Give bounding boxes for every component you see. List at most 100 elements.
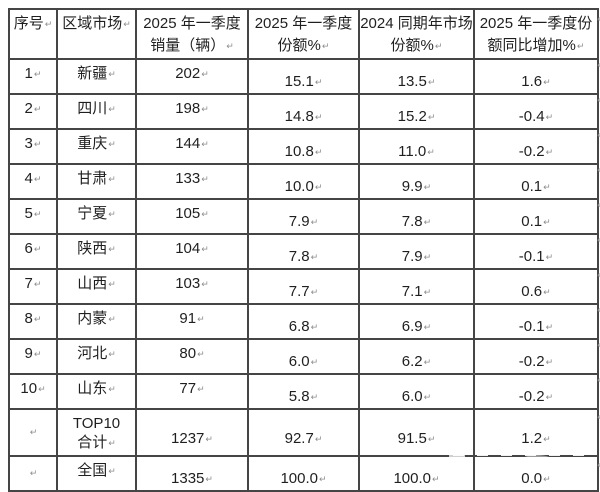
cell-region: 重庆↵ — [56, 128, 137, 165]
cell-region: TOP10 合计↵ — [56, 408, 137, 457]
cell-share2025: 7.7↵ — [247, 268, 360, 305]
cell-change: -0.2↵ — [473, 373, 599, 410]
cell-share2024: 6.2↵ — [358, 338, 475, 375]
row-end-mark: ↵ — [597, 305, 600, 316]
table-row: 2↵ 四川↵ 198↵ 14.8↵ 15.2↵ -0.4↵ — [8, 93, 599, 130]
pilcrow-mark: ↵ — [33, 69, 42, 79]
pilcrow-mark: ↵ — [545, 322, 554, 332]
cell-sales: 80↵ — [135, 338, 249, 375]
cell-share2025: 5.8↵ — [247, 373, 360, 410]
cell-share2025: 10.0↵ — [247, 163, 360, 200]
pilcrow-mark: ↵ — [29, 427, 38, 437]
pilcrow-mark: ↵ — [314, 182, 323, 192]
pilcrow-mark: ↵ — [423, 182, 432, 192]
pilcrow-mark: ↵ — [33, 209, 42, 219]
pilcrow-mark: ↵ — [108, 279, 116, 289]
pilcrow-mark: ↵ — [201, 244, 209, 254]
row-end-mark: ↵ — [597, 165, 600, 176]
header-region: 区域市场↵ — [56, 8, 137, 60]
cell-region: 陕西↵ — [56, 233, 137, 270]
cell-seq: ↵ — [8, 408, 58, 457]
pilcrow-mark: ↵ — [321, 41, 330, 51]
cell-seq: 4↵ — [8, 163, 58, 200]
cell-share2025: 15.1↵ — [247, 58, 360, 95]
pilcrow-mark: ↵ — [423, 217, 432, 227]
cell-sales: 105↵ — [135, 198, 249, 235]
cell-share2024: 13.5↵ — [358, 58, 475, 95]
row-end-mark: ↵ — [597, 270, 600, 281]
cell-share2024: 6.9↵ — [358, 303, 475, 340]
cell-share2025: 14.8↵ — [247, 93, 360, 130]
pilcrow-mark: ↵ — [427, 112, 436, 122]
cell-sales: 103↵ — [135, 268, 249, 305]
table-row-top10-total: ↵ TOP10 合计↵ 1237↵ 92.7↵ 91.5↵ 1.2↵ — [8, 408, 599, 457]
pilcrow-mark: ↵ — [310, 392, 319, 402]
row-end-mark: ↵ — [597, 130, 600, 141]
cell-seq: 2↵ — [8, 93, 58, 130]
pilcrow-mark: ↵ — [197, 384, 205, 394]
row-end-mark: ↵ — [597, 460, 600, 471]
cell-change: -0.1↵ — [473, 233, 599, 270]
pilcrow-mark: ↵ — [226, 41, 234, 51]
pilcrow-mark: ↵ — [423, 357, 432, 367]
cell-share2025: 6.8↵ — [247, 303, 360, 340]
pilcrow-mark: ↵ — [314, 434, 323, 444]
cell-share2025: 92.7↵ — [247, 408, 360, 457]
pilcrow-mark: ↵ — [38, 384, 46, 394]
pilcrow-mark: ↵ — [44, 19, 53, 29]
cell-seq: 1↵ — [8, 58, 58, 95]
cell-seq: 3↵ — [8, 128, 58, 165]
pilcrow-mark: ↵ — [423, 322, 432, 332]
pilcrow-mark: ↵ — [543, 217, 551, 227]
table-row: 1↵ 新疆↵ 202↵ 15.1↵ 13.5↵ 1.6↵ — [8, 58, 599, 95]
cell-share2024: 91.5↵ — [358, 408, 475, 457]
pilcrow-mark: ↵ — [33, 314, 42, 324]
pilcrow-mark: ↵ — [33, 279, 42, 289]
pilcrow-mark: ↵ — [314, 77, 323, 87]
pilcrow-mark: ↵ — [434, 41, 443, 51]
pilcrow-mark: ↵ — [576, 41, 585, 51]
pilcrow-mark: ↵ — [108, 104, 116, 114]
cell-region: 新疆↵ — [56, 58, 137, 95]
cell-share2024: 11.0↵ — [358, 128, 475, 165]
cell-region: 河北↵ — [56, 338, 137, 375]
table-row-national-total: ↵ 全国↵ 1335↵ 100.0↵ 100.0↵ 0.0↵ — [8, 455, 599, 492]
pilcrow-mark: ↵ — [423, 392, 432, 402]
cell-change: 0.6↵ — [473, 268, 599, 305]
row-end-mark: ↵ — [597, 95, 600, 106]
pilcrow-mark: ↵ — [29, 468, 38, 478]
table-row: 7↵ 山西↵ 103↵ 7.7↵ 7.1↵ 0.6↵ — [8, 268, 599, 305]
pilcrow-mark: ↵ — [108, 139, 116, 149]
cell-change: 0.1↵ — [473, 163, 599, 200]
cell-seq: 8↵ — [8, 303, 58, 340]
table-row: 5↵ 宁夏↵ 105↵ 7.9↵ 7.8↵ 0.1↵ — [8, 198, 599, 235]
table-row: 4↵ 甘肃↵ 133↵ 10.0↵ 9.9↵ 0.1↵ — [8, 163, 599, 200]
pilcrow-mark: ↵ — [427, 147, 435, 157]
row-end-mark: ↵ — [597, 412, 600, 423]
cell-change: -0.1↵ — [473, 303, 599, 340]
cell-sales: 133↵ — [135, 163, 249, 200]
table-row: 6↵ 陕西↵ 104↵ 7.8↵ 7.9↵ -0.1↵ — [8, 233, 599, 270]
pilcrow-mark: ↵ — [545, 392, 554, 402]
cell-region: 山西↵ — [56, 268, 137, 305]
pilcrow-mark: ↵ — [108, 244, 116, 254]
pilcrow-mark: ↵ — [543, 182, 551, 192]
pilcrow-mark: ↵ — [543, 287, 551, 297]
pilcrow-mark: ↵ — [545, 112, 554, 122]
pilcrow-mark: ↵ — [423, 252, 432, 262]
pilcrow-mark: ↵ — [543, 434, 551, 444]
header-share-2025q1: 2025 年一季度份额%↵ — [247, 8, 360, 60]
pilcrow-mark: ↵ — [108, 314, 116, 324]
cell-seq: 9↵ — [8, 338, 58, 375]
pilcrow-mark: ↵ — [205, 474, 213, 484]
pilcrow-mark: ↵ — [108, 209, 116, 219]
pilcrow-mark: ↵ — [201, 174, 209, 184]
cell-seq: 10↵ — [8, 373, 58, 410]
pilcrow-mark: ↵ — [197, 349, 205, 359]
table-row: 10↵ 山东↵ 77↵ 5.8↵ 6.0↵ -0.2↵ — [8, 373, 599, 410]
cell-share2025: 7.8↵ — [247, 233, 360, 270]
cell-seq: ↵ — [8, 455, 58, 492]
pilcrow-mark: ↵ — [108, 174, 116, 184]
pilcrow-mark: ↵ — [427, 77, 436, 87]
cell-sales: 1335↵ — [135, 455, 249, 492]
